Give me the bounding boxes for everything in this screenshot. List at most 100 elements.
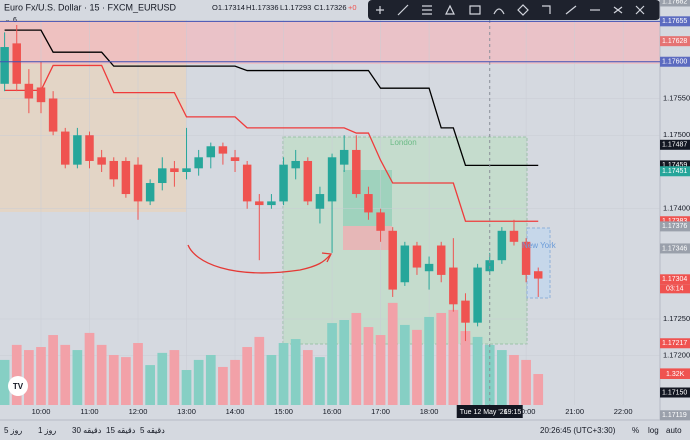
- logo[interactable]: [8, 376, 28, 396]
- price-badge-label: 1.17600: [662, 59, 687, 66]
- countdown: 03:14: [666, 286, 684, 293]
- x-tick-label: 12:00: [129, 407, 148, 416]
- volume-bar: [302, 350, 313, 405]
- tool[interactable]: [469, 5, 481, 15]
- x-tick-label: 15:00: [274, 407, 293, 416]
- volume-bar: [181, 370, 192, 405]
- footer-auto[interactable]: auto: [666, 426, 682, 435]
- volume-bar: [363, 327, 374, 405]
- tool[interactable]: [493, 8, 505, 15]
- volume-bar: [472, 336, 483, 405]
- candle-body: [279, 164, 288, 202]
- footer-log[interactable]: log: [648, 426, 659, 435]
- tool[interactable]: [613, 6, 623, 14]
- candle-body: [339, 149, 349, 165]
- tool[interactable]: [445, 4, 455, 15]
- interval[interactable]: 15 دقیقه: [106, 426, 136, 435]
- x-tick-label: 14:00: [226, 407, 245, 416]
- session-box: [282, 136, 528, 345]
- interval[interactable]: 5 دقیقه: [140, 426, 165, 435]
- volume-bar: [375, 335, 386, 405]
- volume-bar: [351, 312, 362, 405]
- candle-body: [521, 241, 531, 275]
- candle-body: [61, 131, 70, 165]
- volume-bar: [266, 354, 277, 405]
- candle-body: [509, 230, 519, 242]
- price-badge: [660, 160, 690, 171]
- ohlc-value: +0: [348, 3, 357, 12]
- volume-bar: [460, 331, 471, 405]
- volume-bar: [121, 357, 131, 405]
- chevron[interactable]: ⌄: [5, 18, 10, 24]
- tool[interactable]: [517, 4, 529, 16]
- interval[interactable]: 30 دقیقه: [72, 426, 102, 435]
- candle-body: [48, 98, 58, 132]
- price-badge-label: 1.17682: [662, 0, 687, 5]
- volume-bar: [242, 347, 253, 405]
- price-badge: [660, 0, 690, 7]
- volume-bar: [448, 309, 459, 405]
- footer-clock: 20:26:45 (UTC+3:30): [540, 426, 616, 435]
- x-tick-label: 21:00: [565, 407, 584, 416]
- tool[interactable]: [397, 4, 409, 16]
- price-badge: [660, 139, 690, 150]
- volume-bar: [169, 350, 180, 405]
- candle-body: [206, 146, 216, 158]
- arrow-head: [321, 252, 332, 263]
- volume-bar: [108, 354, 119, 405]
- volume-bar: [157, 352, 168, 405]
- price-badge-label: 1.17459: [662, 162, 687, 169]
- candle-body: [230, 157, 240, 161]
- interval[interactable]: 1 روز: [38, 426, 56, 435]
- price-badge-label: 1.17304: [662, 276, 687, 283]
- candle-body: [145, 183, 155, 202]
- candle-body: [24, 83, 34, 99]
- volume-bar: [230, 359, 240, 405]
- candle-body: [497, 230, 507, 261]
- candle-body: [182, 168, 191, 172]
- price-badge-label: 1.17628: [662, 38, 687, 45]
- volume-bar: [60, 344, 71, 405]
- candle-body: [12, 43, 21, 84]
- price-badge: [660, 221, 690, 232]
- session-label: New York: [522, 241, 557, 250]
- zone: [0, 21, 660, 64]
- candle-body: [412, 245, 422, 268]
- volume-bar: [11, 344, 22, 405]
- footer-percent[interactable]: %: [632, 426, 639, 435]
- arrow: [187, 244, 331, 274]
- crosshair-tag: [456, 405, 523, 418]
- volume-bar: [278, 343, 289, 405]
- candle-body: [449, 267, 458, 305]
- price-badge-label: 1.17451: [662, 168, 687, 175]
- tool[interactable]: [542, 5, 551, 14]
- candle-body: [315, 194, 325, 209]
- tool[interactable]: [565, 5, 577, 15]
- volume-bar: [436, 312, 447, 405]
- volume-bar: [290, 339, 301, 405]
- interval[interactable]: 5 روز: [4, 426, 22, 435]
- tool[interactable]: [422, 5, 432, 15]
- candle-body: [36, 87, 46, 103]
- volume-bar: [205, 354, 216, 405]
- y-tick-label: 1.17550: [663, 93, 690, 102]
- symbol[interactable]: Euro Fx/U.S. Dollar · 15 · FXCM_EURUSD: [4, 2, 177, 12]
- candle-body: [158, 168, 167, 184]
- header-bg: [0, 0, 370, 20]
- x-tick-label: 10:00: [32, 407, 51, 416]
- price-badge: [660, 56, 690, 67]
- tool[interactable]: [635, 5, 645, 15]
- volume-bar: [0, 359, 10, 405]
- price-axis: [660, 0, 690, 420]
- volume-bar: [399, 324, 410, 405]
- candle-body: [109, 160, 119, 180]
- x-tick-label: 16:00: [323, 407, 342, 416]
- tool[interactable]: [376, 6, 384, 14]
- candle-body: [121, 160, 131, 195]
- indicator-count[interactable]: 6: [13, 17, 17, 24]
- candle-body: [242, 164, 252, 202]
- footer: [0, 420, 690, 440]
- candle-body: [194, 157, 203, 169]
